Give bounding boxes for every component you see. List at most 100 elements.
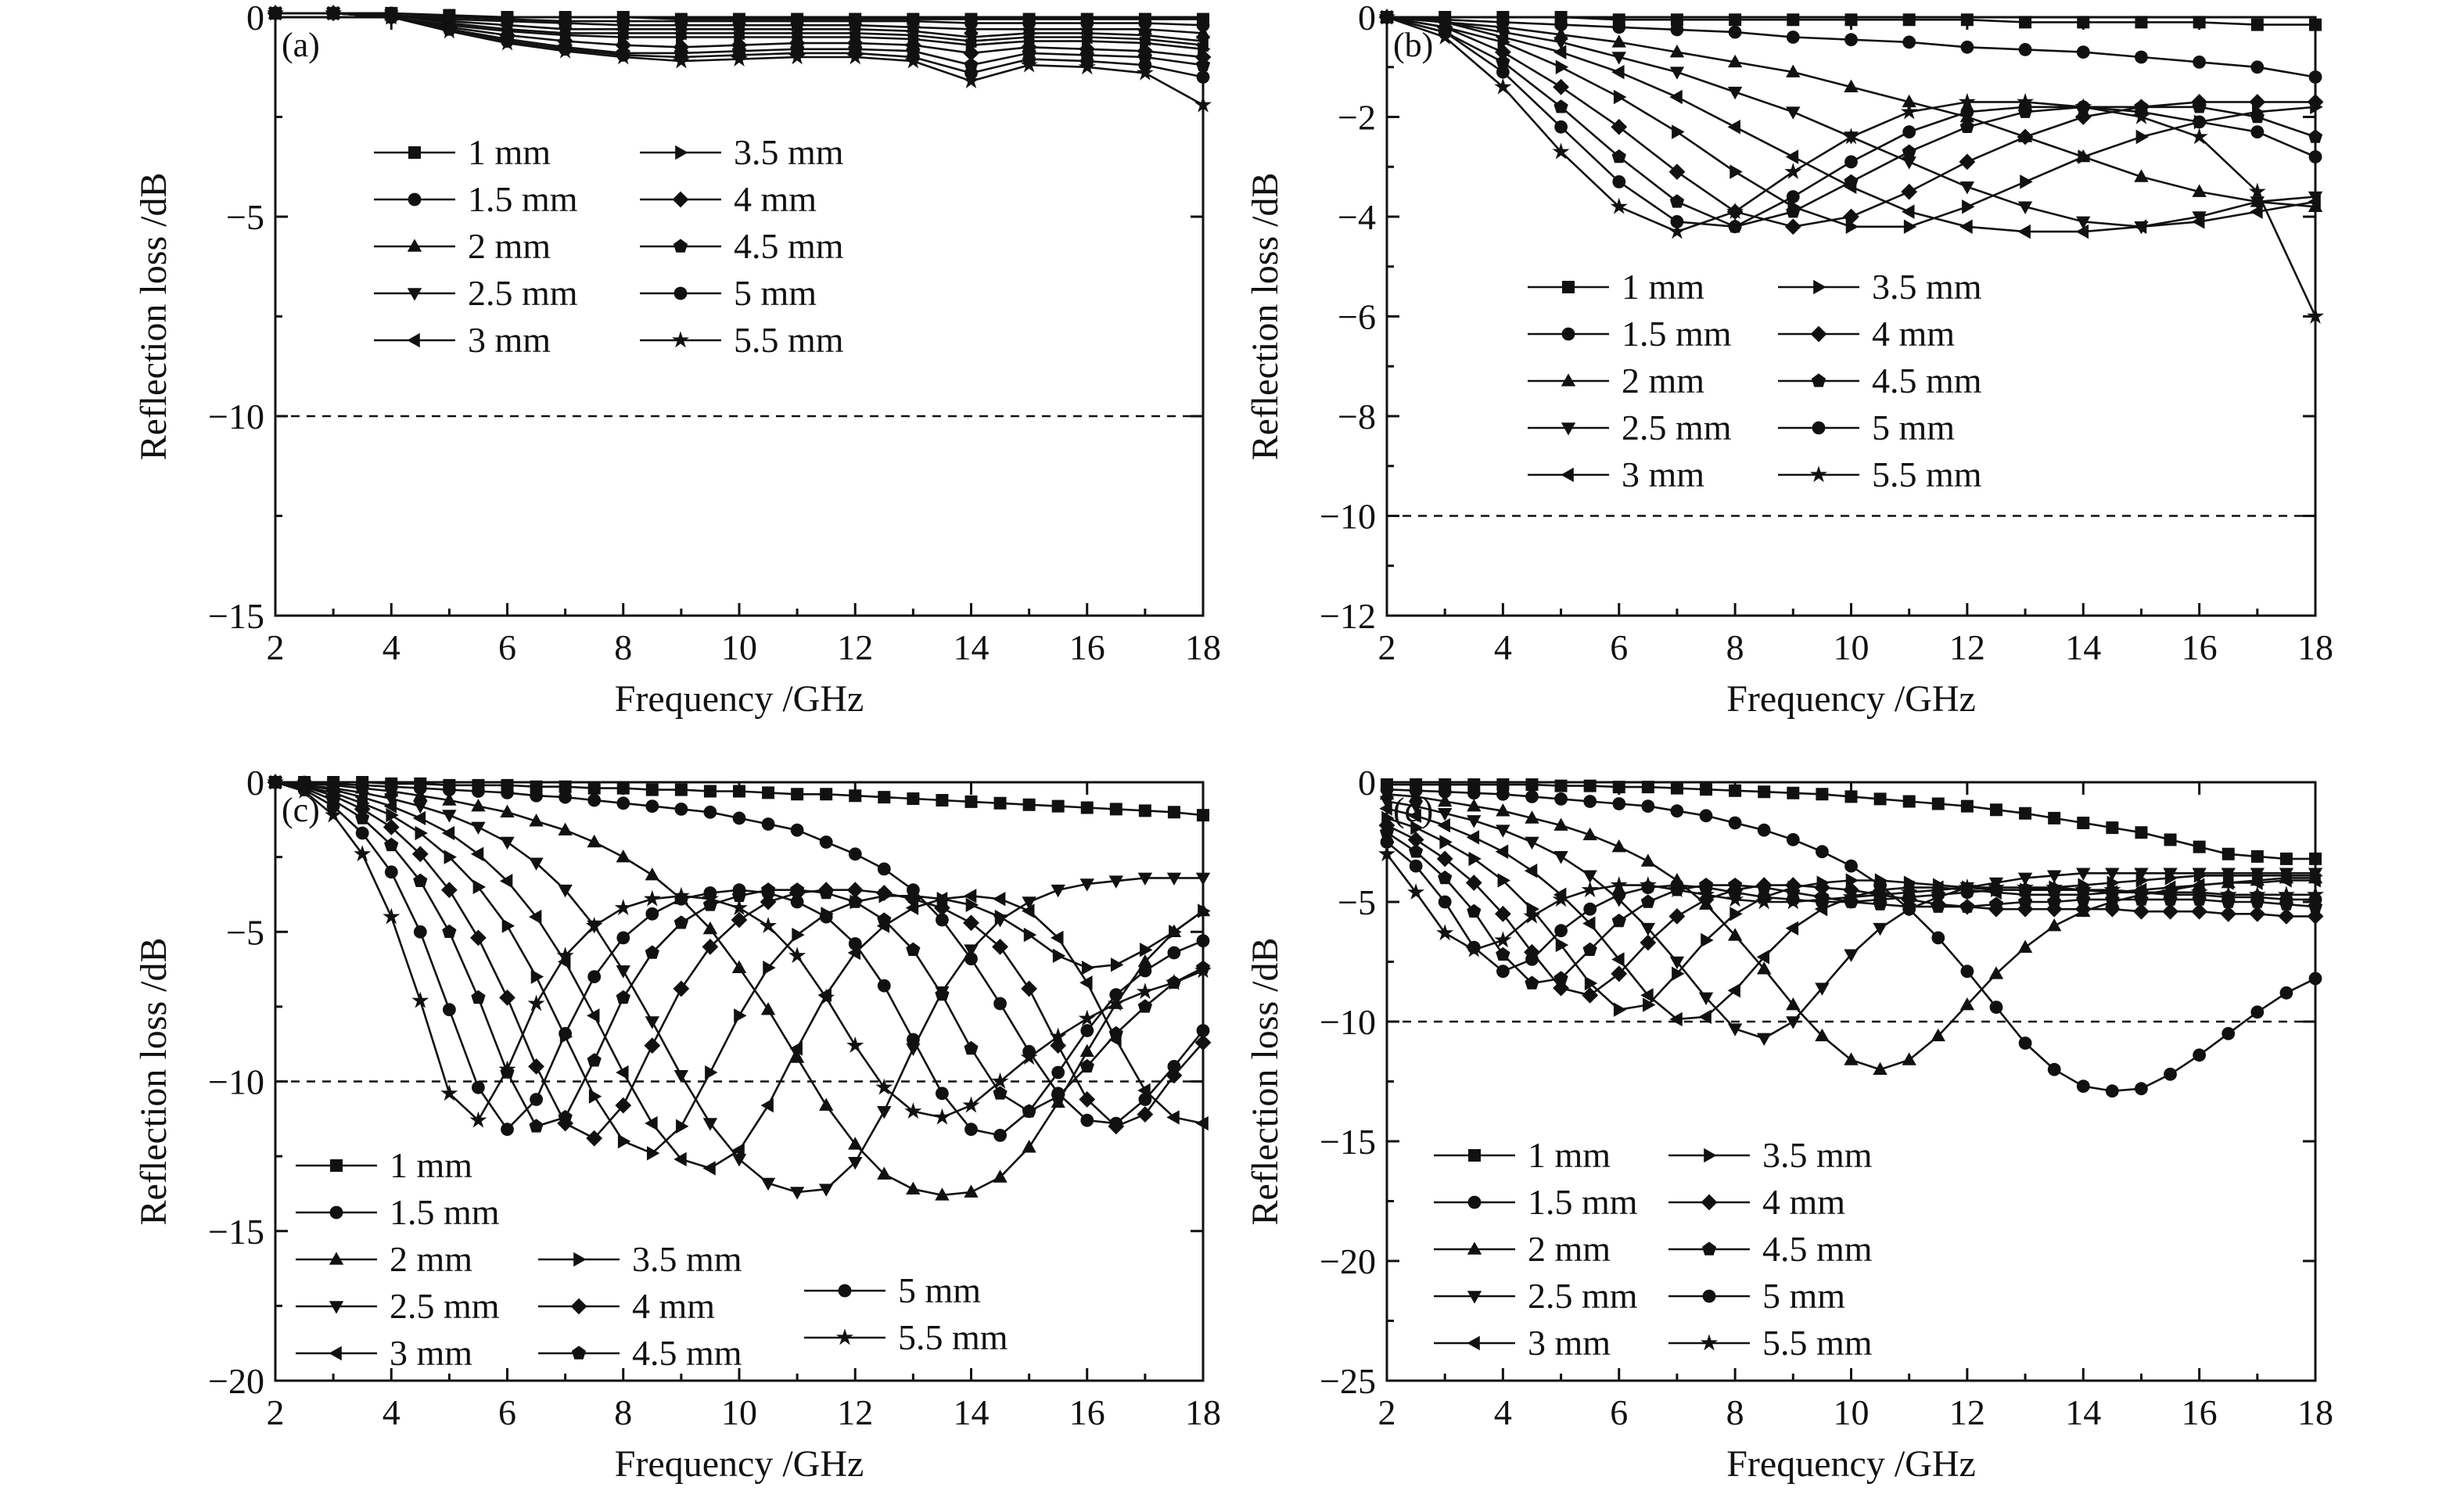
data-point [1728,25,1742,39]
data-point [1668,222,1686,239]
legend-entry: 5.5 mm [1778,454,1982,494]
data-point [1553,851,1568,864]
x-tick-label: 10 [721,1392,757,1432]
data-point [1467,786,1481,800]
y-tick-label: −5 [226,197,264,237]
data-point [1640,988,1654,1003]
data-point [472,879,487,895]
data-point [1815,983,1830,996]
legend-entry: 3 mm [374,320,551,360]
data-point [1988,896,2004,911]
legend-marker [573,1252,587,1267]
data-point [1554,120,1568,134]
x-tick-label: 16 [2182,627,2218,667]
data-point [702,921,718,935]
y-tick-label: −10 [208,397,264,436]
data-point [2105,1084,2119,1098]
data-point [2046,870,2062,883]
data-point [2105,868,2120,881]
legend-entry: 4 mm [1778,314,1955,354]
data-point [2074,900,2092,918]
data-point [1612,888,1626,902]
legend-marker [1811,373,1826,387]
plot-frame [274,16,1205,617]
data-point [1379,796,1395,810]
y-axis-title: Reflection loss /dB [133,173,174,461]
data-point [1495,844,1509,859]
data-point [1079,1091,1096,1108]
data-point [2191,903,2208,920]
legend-label: 5 mm [734,273,817,313]
data-point [1900,102,1918,120]
data-point [616,781,630,795]
legend-label: 4.5 mm [632,1333,742,1373]
data-point [2190,883,2208,900]
data-point [1612,781,1625,794]
data-point [528,909,542,925]
legend-label: 3 mm [1622,454,1704,494]
data-point [559,790,572,804]
data-point [559,1026,572,1040]
data-point [440,882,458,899]
data-point [645,799,659,813]
data-point [2250,109,2265,124]
data-point [1611,839,1626,853]
data-point [790,882,805,896]
legend-marker [1561,373,1576,386]
data-point [1136,63,1154,81]
legend-label: 5.5 mm [734,320,844,360]
data-point [2017,900,2034,918]
legend-entry: 1.5 mm [1528,314,1732,354]
data-point [1902,795,1916,808]
data-point [674,783,688,796]
data-point [1786,190,1800,203]
data-point [1700,783,1713,796]
data-point [1785,921,1799,936]
data-point [1844,859,1858,873]
legend-entry: 2.5 mm [296,1286,500,1326]
data-point [1844,155,1858,169]
data-point [1874,873,1888,888]
data-point [529,814,544,827]
data-point [1669,66,1685,80]
data-point [1582,986,1599,1004]
data-point [1611,52,1626,65]
data-point [1784,893,1802,910]
data-point [1640,894,1655,908]
panel-label: (a) [282,26,320,64]
data-point [2074,881,2092,898]
data-point [440,22,458,39]
legend-entry: 1.5 mm [1434,1182,1638,1222]
data-point [673,980,690,997]
data-point [789,1041,803,1056]
data-point [443,1003,456,1017]
data-point [586,1130,603,1147]
data-point [470,846,484,861]
data-point [936,793,949,806]
data-point [904,1102,922,1119]
data-point [962,72,980,88]
data-point [2076,45,2090,59]
legend-label: 2 mm [468,226,551,266]
panel-label: (b) [1393,26,1433,64]
legend-marker [1810,325,1827,343]
data-point [965,897,979,913]
data-point [875,1078,893,1095]
data-point [907,792,920,806]
data-point [1756,950,1770,965]
data-point [1727,1023,1743,1036]
legend-entry: 5.5 mm [640,320,844,360]
data-point [1785,149,1799,164]
legend-marker [672,331,689,348]
data-point [760,1177,776,1191]
data-point [1080,1024,1094,1037]
data-point [1583,902,1597,916]
data-point [2106,821,2119,835]
data-point [1612,20,1626,34]
data-point [412,810,426,826]
data-point [1842,128,1860,145]
data-point [849,789,862,803]
data-point [2250,204,2263,219]
data-point [1787,13,1800,27]
data-point [1611,952,1625,967]
